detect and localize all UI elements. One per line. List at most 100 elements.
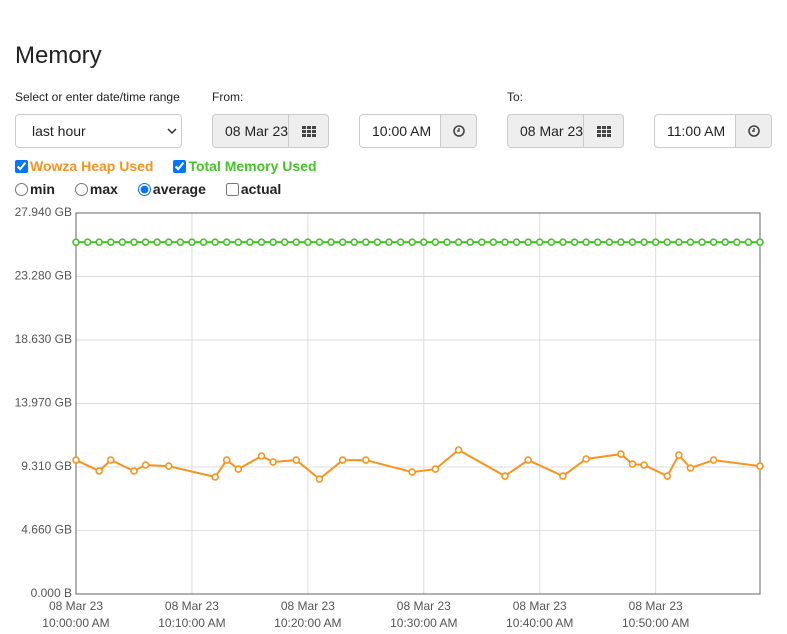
- series-line: [75, 448, 761, 481]
- x-tick-label: 10:10:00 AM: [158, 616, 225, 630]
- series-checkbox[interactable]: [173, 159, 187, 173]
- data-point: [617, 450, 625, 458]
- plot-border: [75, 212, 761, 595]
- x-tick-label: 10:50:00 AM: [622, 616, 689, 630]
- data-point: [141, 461, 150, 469]
- data-point: [698, 238, 706, 246]
- data-point: [756, 238, 764, 246]
- clock-icon: [747, 125, 760, 137]
- mode-label: max: [89, 181, 118, 197]
- y-tick-label: 27.940 GB: [15, 205, 72, 219]
- data-point: [141, 238, 150, 246]
- data-point: [663, 238, 672, 246]
- data-point: [582, 455, 590, 463]
- data-point: [292, 238, 301, 246]
- to-label: To:: [507, 90, 524, 104]
- range-select-value: last hour: [32, 123, 86, 139]
- data-point: [454, 238, 463, 246]
- to-date[interactable]: 08 Mar 23: [507, 114, 584, 148]
- from-date[interactable]: 08 Mar 23: [212, 114, 289, 148]
- data-point: [663, 472, 672, 480]
- data-point: [269, 458, 277, 466]
- x-tick-label: 10:00:00 AM: [42, 616, 109, 630]
- data-point: [396, 238, 405, 246]
- data-point: [95, 467, 103, 475]
- data-point: [315, 475, 324, 483]
- data-point: [675, 238, 683, 246]
- data-point: [454, 446, 463, 454]
- data-point: [408, 238, 417, 246]
- legend-label: Total Memory Used: [188, 158, 317, 174]
- data-point: [188, 238, 196, 246]
- mode-radio[interactable]: [15, 182, 28, 196]
- x-tick-label: 08 Mar 23: [49, 599, 103, 613]
- data-point: [211, 473, 219, 481]
- data-point: [443, 238, 451, 246]
- from-label: From:: [212, 90, 244, 104]
- data-point: [744, 238, 753, 246]
- range-label: Select or enter date/time range: [15, 90, 180, 104]
- mode-toggles: min max average actual: [15, 181, 281, 197]
- data-point: [617, 238, 625, 246]
- data-point: [559, 472, 567, 480]
- actual-checkbox[interactable]: [225, 182, 239, 196]
- from-time[interactable]: 10:00 AM: [359, 114, 441, 148]
- data-point: [501, 472, 509, 480]
- range-select[interactable]: last hour: [15, 114, 182, 148]
- data-point: [199, 238, 208, 246]
- data-point: [164, 462, 173, 470]
- mode-radio[interactable]: [137, 182, 151, 196]
- data-point: [350, 238, 359, 246]
- x-tick-label: 08 Mar 23: [397, 599, 451, 613]
- x-tick-label: 08 Mar 23: [165, 599, 219, 613]
- x-tick-label: 08 Mar 23: [513, 599, 567, 613]
- data-point: [628, 460, 637, 468]
- to-calendar-button[interactable]: [583, 114, 624, 148]
- data-point: [222, 456, 231, 464]
- y-tick-label: 4.660 GB: [21, 523, 72, 537]
- data-point: [338, 456, 347, 464]
- data-point: [130, 467, 138, 475]
- data-point: [756, 462, 764, 470]
- page-title: Memory: [15, 42, 102, 69]
- data-point: [709, 456, 718, 464]
- data-point: [246, 238, 254, 246]
- from-date-value: 08 Mar 23: [225, 123, 289, 139]
- data-point: [234, 238, 243, 246]
- x-tick-label: 10:40:00 AM: [506, 616, 573, 630]
- data-point: [477, 238, 486, 246]
- from-calendar-button[interactable]: [288, 114, 329, 148]
- mode-label: min: [30, 181, 55, 197]
- data-point: [524, 456, 532, 464]
- to-date-value: 08 Mar 23: [520, 123, 584, 139]
- data-point: [234, 465, 243, 473]
- to-time[interactable]: 11:00 AM: [654, 114, 736, 148]
- series-checkbox[interactable]: [15, 159, 28, 173]
- x-tick-label: 10:20:00 AM: [274, 616, 341, 630]
- data-point: [535, 238, 544, 246]
- data-point: [315, 238, 324, 246]
- data-point: [106, 238, 115, 246]
- data-point: [419, 238, 428, 246]
- to-clock-button[interactable]: [735, 114, 772, 148]
- data-point: [512, 238, 521, 246]
- data-point: [130, 238, 138, 246]
- data-point: [501, 238, 509, 246]
- data-point: [570, 238, 579, 246]
- data-point: [733, 238, 741, 246]
- mode-radio[interactable]: [74, 182, 88, 196]
- from-clock-button[interactable]: [440, 114, 477, 148]
- data-point: [721, 238, 730, 246]
- data-point: [489, 238, 498, 246]
- to-time-value: 11:00 AM: [667, 123, 726, 139]
- data-point: [675, 451, 683, 459]
- data-point: [222, 238, 231, 246]
- data-point: [605, 238, 614, 246]
- data-point: [686, 464, 695, 472]
- data-point: [72, 238, 80, 246]
- data-point: [559, 238, 567, 246]
- x-tick-label: 08 Mar 23: [281, 599, 335, 613]
- data-point: [709, 238, 718, 246]
- data-point: [431, 238, 440, 246]
